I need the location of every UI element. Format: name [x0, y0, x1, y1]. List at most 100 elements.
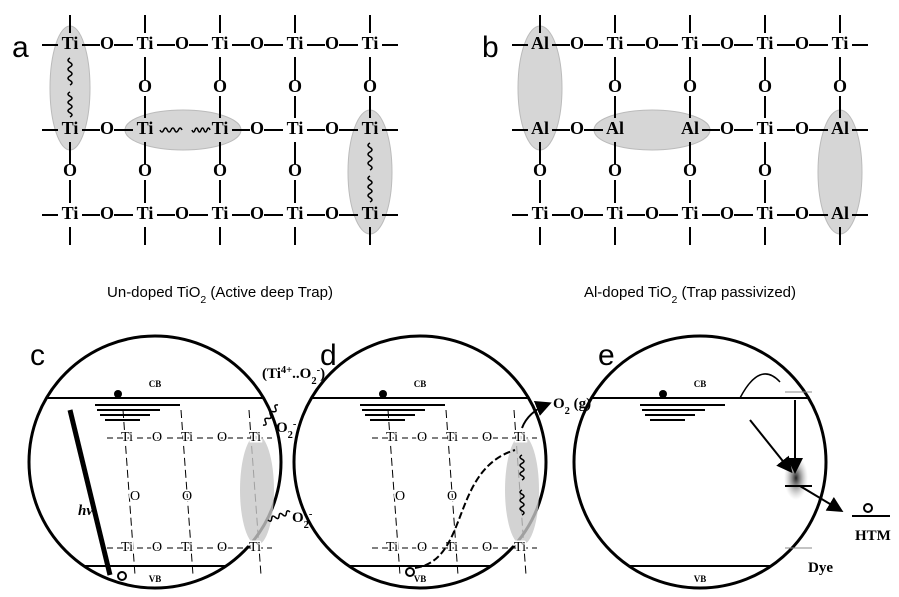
annotation-part: ..O: [292, 366, 311, 382]
atom: Ti: [212, 33, 229, 53]
atom: Ti: [386, 430, 398, 445]
panel-label: e: [598, 339, 615, 372]
species-part: 2: [288, 430, 293, 441]
atom: O: [363, 76, 377, 96]
atom: O: [250, 203, 264, 223]
atom: O: [100, 118, 114, 138]
atom: Ti: [362, 33, 379, 53]
atom: O: [570, 118, 584, 138]
atom: O: [758, 76, 772, 96]
atom: O: [152, 540, 162, 555]
caption-part: Un-doped TiO: [107, 284, 200, 301]
species-part: O: [276, 420, 288, 436]
atom: O: [720, 203, 734, 223]
atom: O: [395, 489, 405, 504]
atom: Ti: [287, 33, 304, 53]
atom: Ti: [532, 203, 549, 223]
band-label: CB: [149, 379, 162, 389]
acceptor-label: HTM: [855, 528, 891, 544]
species: O2-: [292, 509, 313, 531]
panel-label: a: [12, 31, 29, 64]
atom: Ti: [287, 203, 304, 223]
atom: Al: [606, 118, 624, 138]
atom: O: [138, 160, 152, 180]
atom: O: [130, 489, 140, 504]
atom: O: [217, 430, 227, 445]
atom: Ti: [121, 430, 133, 445]
atom: O: [100, 203, 114, 223]
atom: Ti: [446, 430, 458, 445]
diffusion-path: [415, 450, 515, 568]
atom: Ti: [362, 203, 379, 223]
atom: Ti: [832, 33, 849, 53]
hole: [406, 568, 414, 576]
atom: O: [683, 160, 697, 180]
atom: O: [213, 76, 227, 96]
atom: O: [570, 203, 584, 223]
atom: Ti: [62, 33, 79, 53]
atom: Ti: [137, 203, 154, 223]
atom: Ti: [62, 203, 79, 223]
atom: Ti: [682, 203, 699, 223]
atom: Ti: [757, 33, 774, 53]
caption-part: Al-doped TiO: [584, 284, 672, 301]
atom: Ti: [514, 430, 526, 445]
atom: Ti: [249, 430, 261, 445]
panel-label: b: [482, 31, 499, 64]
bond: [750, 420, 790, 470]
atom: Ti: [181, 540, 193, 555]
annotation-part: 4+: [281, 365, 292, 376]
atom: Ti: [249, 540, 261, 555]
atom: O: [683, 76, 697, 96]
hole: [864, 504, 872, 512]
atom: O: [608, 76, 622, 96]
hole: [118, 572, 126, 580]
atom: O: [325, 203, 339, 223]
atom: Ti: [607, 203, 624, 223]
bond: [800, 486, 840, 510]
atom: Ti: [757, 203, 774, 223]
species-part: -: [293, 419, 297, 430]
atom: O: [795, 33, 809, 53]
atom: Al: [831, 118, 849, 138]
atom: O: [720, 33, 734, 53]
species-part: O: [292, 510, 304, 526]
panel-label: d: [320, 339, 337, 372]
annotation-part: (Ti: [262, 366, 281, 382]
atom: O: [720, 118, 734, 138]
atom: O: [288, 160, 302, 180]
atom: O: [447, 489, 457, 504]
atom: O: [217, 540, 227, 555]
atom: O: [533, 160, 547, 180]
atom: O: [325, 33, 339, 53]
atom: Ti: [121, 540, 133, 555]
electron: [114, 390, 122, 398]
atom: O: [417, 540, 427, 555]
atom: O: [570, 33, 584, 53]
atom: O: [100, 33, 114, 53]
atom: O: [325, 118, 339, 138]
atom: Ti: [514, 540, 526, 555]
atom: O: [138, 76, 152, 96]
atom: O: [63, 160, 77, 180]
electron: [379, 390, 387, 398]
atom: Al: [531, 33, 549, 53]
atom: Ti: [181, 430, 193, 445]
electron: [659, 390, 667, 398]
atom: O: [288, 76, 302, 96]
atom: Ti: [682, 33, 699, 53]
annotation: (Ti4+..O2-): [262, 365, 325, 387]
atom: O: [482, 430, 492, 445]
atom: O: [417, 430, 427, 445]
atom: Al: [681, 118, 699, 138]
atom: O: [182, 489, 192, 504]
figure: aTiOTiOTiOTiOTiOOOOTiOTiTiOTiOTiOOOOTiOT…: [0, 0, 899, 597]
atom: O: [482, 540, 492, 555]
atom: Ti: [137, 33, 154, 53]
atom: Ti: [607, 33, 624, 53]
species-part: -: [309, 509, 313, 520]
atom: Ti: [287, 118, 304, 138]
atom: O: [213, 160, 227, 180]
atom: O: [608, 160, 622, 180]
atom: Ti: [62, 118, 79, 138]
